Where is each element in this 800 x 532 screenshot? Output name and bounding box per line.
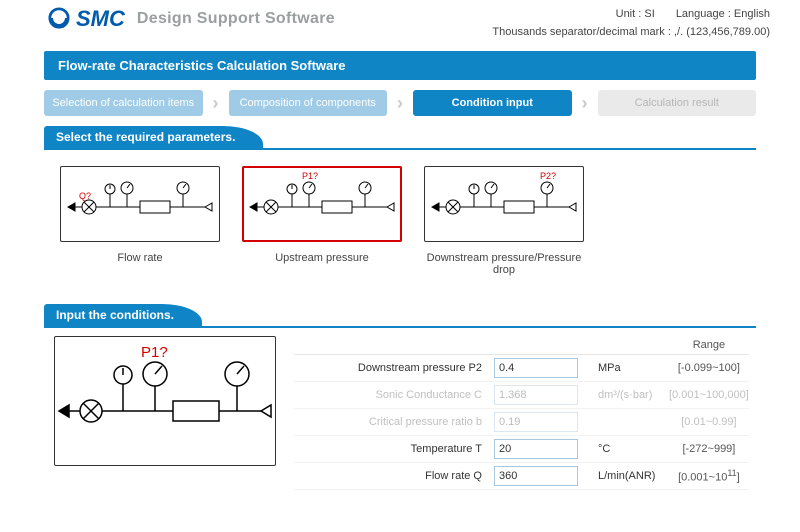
svg-text:Q: Q — [449, 191, 454, 197]
highlight-q: Q? — [79, 191, 91, 201]
card-flow-rate-label: Flow rate — [60, 252, 220, 280]
section-parameters-title: Select the required parameters. — [44, 126, 263, 148]
unit-t: °C — [584, 443, 669, 455]
step-4: Calculation result — [598, 90, 757, 116]
format-note: Thousands separator/decimal mark : ,/. (… — [492, 24, 770, 42]
svg-text:C,b: C,b — [149, 217, 159, 223]
unit-c: dm³/(s·bar) — [584, 389, 669, 401]
card-upstream-pressure-thumb[interactable]: Q T P1? C,b P2 — [242, 166, 402, 242]
svg-text:T: T — [289, 177, 293, 183]
section-conditions: Input the conditions. Q T — [44, 304, 756, 504]
card-flow-rate[interactable]: Q? T P1 C,b P2 — [60, 166, 220, 280]
row-downstream-pressure: Downstream pressure P2 MPa [-0.099~100] — [294, 355, 749, 382]
label-q: Flow rate Q — [294, 470, 494, 482]
svg-text:P2: P2 — [229, 345, 245, 360]
label-b: Critical pressure ratio b — [294, 416, 494, 428]
logo: SMC Design Support Software — [48, 6, 335, 32]
row-critical-ratio: Critical pressure ratio b [0.01~0.99] — [294, 409, 749, 436]
input-b — [494, 412, 578, 432]
highlight-p1: P1? — [302, 171, 318, 181]
diagram-highlight: P1? — [141, 344, 168, 361]
step-2[interactable]: Composition of components — [229, 90, 388, 116]
input-c — [494, 385, 578, 405]
chevron-right-icon: › — [572, 93, 598, 114]
row-flow-rate: Flow rate Q L/min(ANR) [0.001~1011] — [294, 463, 749, 490]
range-header: Range — [669, 339, 749, 351]
svg-text:Q: Q — [267, 191, 272, 197]
svg-text:C,b: C,b — [513, 217, 523, 223]
header-right: Unit : SI Language : English Thousands s… — [492, 6, 770, 41]
app-title: Design Support Software — [137, 10, 335, 28]
range-c: [0.001~100,000] — [669, 389, 749, 401]
label-p2: Downstream pressure P2 — [294, 362, 494, 374]
label-t: Temperature T — [294, 443, 494, 455]
section-conditions-title: Input the conditions. — [44, 304, 202, 326]
logo-icon — [48, 7, 70, 32]
card-downstream-pressure-label: Downstream pressure/Pressure drop — [424, 252, 584, 280]
svg-text:P2: P2 — [179, 175, 187, 181]
svg-text:P1: P1 — [487, 175, 495, 181]
unit-label: Unit : SI — [616, 8, 655, 20]
input-p2[interactable] — [494, 358, 578, 378]
svg-text:P1: P1 — [123, 175, 131, 181]
wizard-steps: Selection of calculation items › Composi… — [44, 90, 756, 116]
software-title-bar: Flow-rate Characteristics Calculation So… — [44, 51, 756, 80]
svg-text:T: T — [471, 177, 475, 183]
svg-text:Q: Q — [73, 383, 83, 398]
row-sonic-conductance: Sonic Conductance C dm³/(s·bar) [0.001~1… — [294, 382, 749, 409]
card-flow-rate-thumb[interactable]: Q? T P1 C,b P2 — [60, 166, 220, 242]
range-q: [0.001~1011] — [669, 468, 749, 484]
svg-text:P2: P2 — [361, 175, 369, 181]
range-b: [0.01~0.99] — [669, 416, 749, 428]
input-t[interactable] — [494, 439, 578, 459]
card-upstream-pressure[interactable]: Q T P1? C,b P2 Upstream pressure — [242, 166, 402, 280]
parameter-cards: Q? T P1 C,b P2 — [54, 160, 746, 280]
language-label: Language : English — [676, 8, 770, 20]
card-upstream-pressure-label: Upstream pressure — [242, 252, 402, 280]
chevron-right-icon: › — [203, 93, 229, 114]
step-3[interactable]: Condition input — [413, 90, 572, 116]
card-downstream-pressure-thumb[interactable]: Q T P1 C,b P2? — [424, 166, 584, 242]
section-parameters: Select the required parameters. Q? — [44, 126, 756, 294]
range-t: [-272~999] — [669, 443, 749, 455]
row-temperature: Temperature T °C [-272~999] — [294, 436, 749, 463]
svg-text:C,b: C,b — [331, 217, 341, 223]
svg-text:T: T — [107, 177, 111, 183]
svg-text:C,b: C,b — [185, 425, 205, 440]
label-c: Sonic Conductance C — [294, 389, 494, 401]
unit-q: L/min(ANR) — [584, 470, 669, 482]
range-p2: [-0.099~100] — [669, 362, 749, 374]
condition-diagram: Q T P1? C,b P2 — [54, 336, 276, 466]
card-downstream-pressure[interactable]: Q T P1 C,b P2? Downstream pressure/Press… — [424, 166, 584, 280]
conditions-table: Range Downstream pressure P2 MPa [-0.099… — [294, 336, 749, 490]
svg-text:T: T — [118, 349, 126, 364]
highlight-p2: P2? — [540, 171, 556, 181]
logo-text: SMC — [76, 6, 125, 32]
step-1[interactable]: Selection of calculation items — [44, 90, 203, 116]
chevron-right-icon: › — [387, 93, 413, 114]
input-q[interactable] — [494, 466, 578, 486]
app-header: SMC Design Support Software Unit : SI La… — [0, 0, 800, 43]
unit-p2: MPa — [584, 362, 669, 374]
